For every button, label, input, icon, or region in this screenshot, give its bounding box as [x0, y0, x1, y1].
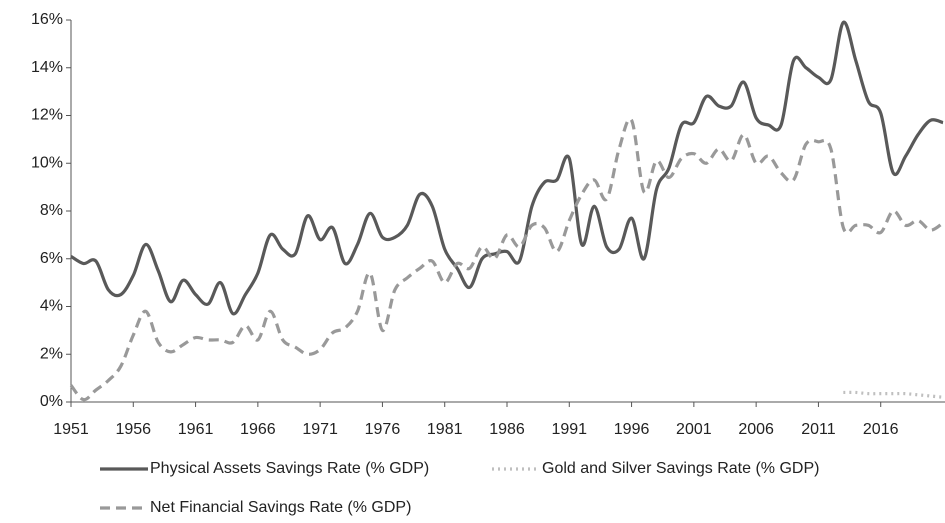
series-line [69, 117, 944, 402]
y-tick-label: 0% [40, 393, 63, 410]
legend-label: Physical Assets Savings Rate (% GDP) [150, 460, 429, 477]
y-tick-label: 16% [31, 11, 63, 28]
legend-label: Gold and Silver Savings Rate (% GDP) [542, 460, 819, 477]
x-tick-label: 1981 [427, 421, 463, 438]
series-line [843, 390, 944, 399]
x-tick-label: 1976 [365, 421, 401, 438]
x-tick-label: 1961 [178, 421, 214, 438]
x-tick-label: 2001 [676, 421, 712, 438]
x-tick-label: 1951 [53, 421, 89, 438]
x-tick-label: 2006 [738, 421, 774, 438]
y-tick-label: 14% [31, 59, 63, 76]
y-tick-label: 8% [40, 202, 63, 219]
y-tick-label: 12% [31, 107, 63, 124]
x-tick-label: 2011 [801, 421, 836, 438]
x-tick-label: 1971 [302, 421, 338, 438]
series-line [70, 20, 944, 316]
x-tick-label: 1966 [240, 421, 276, 438]
x-tick-label: 2016 [863, 421, 899, 438]
y-tick-label: 2% [40, 345, 63, 362]
legend-label: Net Financial Savings Rate (% GDP) [150, 499, 411, 516]
y-tick-label: 10% [31, 154, 63, 171]
x-tick-label: 1956 [115, 421, 151, 438]
y-tick-label: 4% [40, 298, 63, 315]
x-tick-label: 1996 [614, 421, 650, 438]
x-tick-label: 1986 [489, 421, 525, 438]
y-tick-label: 6% [40, 250, 63, 267]
x-tick-label: 1991 [551, 421, 587, 438]
